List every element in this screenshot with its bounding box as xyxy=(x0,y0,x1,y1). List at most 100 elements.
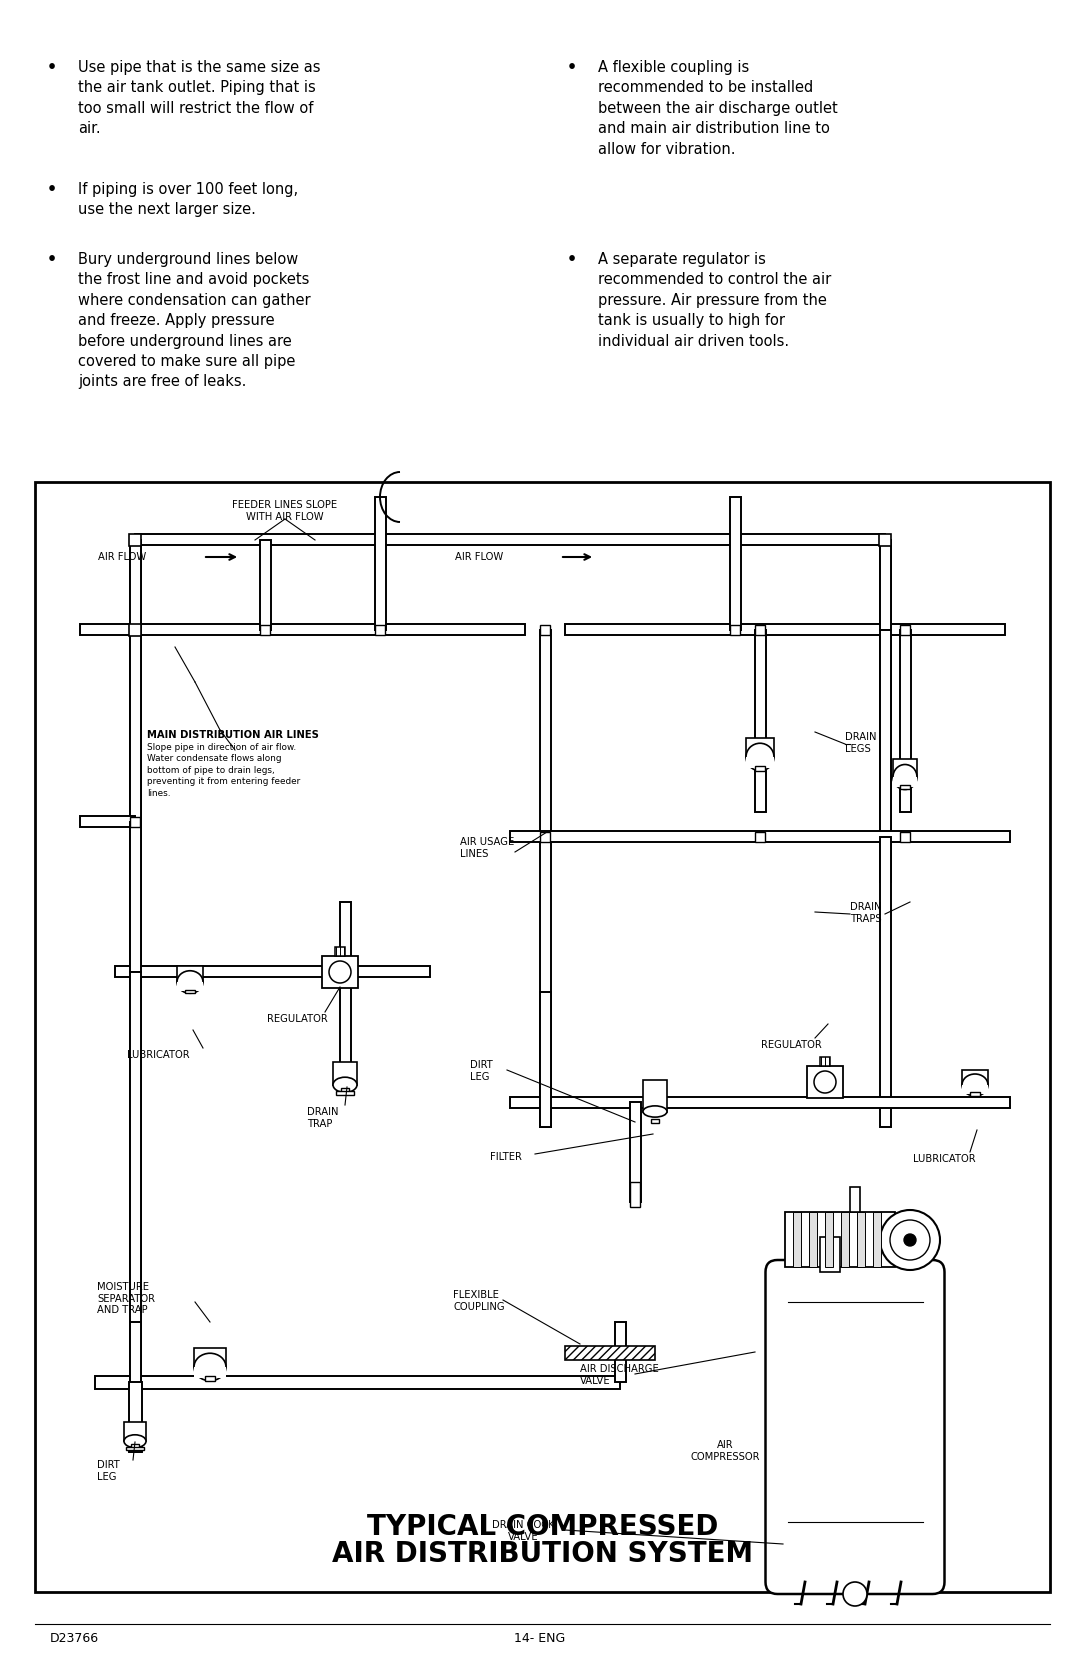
Bar xyxy=(185,990,195,993)
Bar xyxy=(807,1066,843,1098)
Bar xyxy=(879,836,891,1127)
Circle shape xyxy=(890,1220,930,1260)
Text: REGULATOR: REGULATOR xyxy=(761,1040,822,1050)
Text: If piping is over 100 feet long,
use the next larger size.: If piping is over 100 feet long, use the… xyxy=(78,182,298,217)
Text: •: • xyxy=(567,252,577,267)
Text: TYPICAL COMPRESSED: TYPICAL COMPRESSED xyxy=(367,1514,718,1540)
Bar xyxy=(651,1120,659,1123)
Bar xyxy=(893,759,917,778)
Bar xyxy=(375,624,384,634)
Ellipse shape xyxy=(194,1354,226,1380)
Text: •: • xyxy=(46,182,57,197)
Text: AIR DISTRIBUTION SYSTEM: AIR DISTRIBUTION SYSTEM xyxy=(332,1540,753,1567)
Bar xyxy=(130,971,140,1382)
Bar xyxy=(746,758,774,768)
Text: FILTER: FILTER xyxy=(490,1152,522,1162)
Bar xyxy=(820,1237,840,1272)
Bar xyxy=(510,1097,1010,1108)
Text: AIR USAGE
LINES: AIR USAGE LINES xyxy=(460,836,514,858)
Bar xyxy=(873,1212,881,1267)
Bar xyxy=(879,541,891,881)
Bar xyxy=(194,1367,226,1379)
Text: DIRT
LEG: DIRT LEG xyxy=(470,1060,492,1082)
Ellipse shape xyxy=(643,1107,667,1117)
Ellipse shape xyxy=(746,743,774,771)
Bar xyxy=(135,534,885,546)
Circle shape xyxy=(843,1582,867,1606)
Bar xyxy=(194,1349,226,1367)
Ellipse shape xyxy=(177,971,203,993)
Bar xyxy=(336,1092,354,1095)
Text: AIR FLOW: AIR FLOW xyxy=(98,552,146,562)
FancyBboxPatch shape xyxy=(766,1260,945,1594)
Bar xyxy=(793,1212,801,1267)
Bar xyxy=(129,1382,141,1452)
Bar xyxy=(205,1377,215,1380)
Bar xyxy=(643,1080,667,1112)
Bar xyxy=(630,1182,640,1207)
Bar xyxy=(129,624,141,636)
Bar xyxy=(130,629,140,1382)
Bar xyxy=(130,818,140,828)
Bar xyxy=(755,833,765,841)
Bar xyxy=(962,1085,988,1093)
Bar xyxy=(900,629,910,813)
Bar xyxy=(177,966,203,981)
Bar xyxy=(746,738,774,758)
Ellipse shape xyxy=(893,764,917,789)
Bar xyxy=(900,786,910,789)
Bar xyxy=(755,624,765,634)
Bar xyxy=(630,1102,640,1202)
Text: •: • xyxy=(46,60,57,75)
Text: Use pipe that is the same size as
the air tank outlet. Piping that is
too small : Use pipe that is the same size as the ai… xyxy=(78,60,321,137)
Text: FLEXIBLE
COUPLING: FLEXIBLE COUPLING xyxy=(453,1290,504,1312)
Bar xyxy=(341,1088,349,1093)
Bar xyxy=(375,497,386,629)
Text: MAIN DISTRIBUTION AIR LINES: MAIN DISTRIBUTION AIR LINES xyxy=(147,729,319,739)
Text: REGULATOR: REGULATOR xyxy=(267,1015,327,1025)
Bar xyxy=(809,1212,816,1267)
Text: DIRT
LEG: DIRT LEG xyxy=(97,1460,120,1482)
Bar xyxy=(130,823,140,971)
Circle shape xyxy=(880,1210,940,1270)
Bar xyxy=(95,1375,620,1389)
Bar xyxy=(729,497,741,629)
Bar xyxy=(879,541,891,629)
Bar xyxy=(900,624,910,634)
Bar xyxy=(260,624,270,634)
Bar xyxy=(615,1322,625,1382)
Text: DRAIN COCK
VALVE: DRAIN COCK VALVE xyxy=(491,1520,554,1542)
Text: D23766: D23766 xyxy=(50,1632,99,1644)
Bar xyxy=(858,1212,865,1267)
Bar xyxy=(339,901,351,1092)
Bar xyxy=(893,778,917,788)
Bar xyxy=(131,1444,139,1447)
Bar xyxy=(970,1093,980,1097)
Text: Bury underground lines below
the frost line and avoid pockets
where condensation: Bury underground lines below the frost l… xyxy=(78,252,311,389)
Text: AIR
COMPRESSOR: AIR COMPRESSOR xyxy=(690,1440,759,1462)
Text: AIR FLOW: AIR FLOW xyxy=(455,552,503,562)
Ellipse shape xyxy=(962,1073,988,1097)
Circle shape xyxy=(329,961,351,983)
Bar xyxy=(124,1422,146,1442)
Bar xyxy=(540,833,550,841)
Bar xyxy=(879,629,891,841)
Bar xyxy=(540,629,551,1127)
Bar xyxy=(259,541,270,629)
Circle shape xyxy=(814,1071,836,1093)
Bar xyxy=(129,534,141,546)
Text: LUBRICATOR: LUBRICATOR xyxy=(127,1050,190,1060)
Text: •: • xyxy=(46,252,57,267)
Text: A flexible coupling is
recommended to be installed
between the air discharge out: A flexible coupling is recommended to be… xyxy=(598,60,838,157)
Text: DRAIN
TRAPS: DRAIN TRAPS xyxy=(850,901,881,923)
Bar xyxy=(565,1345,654,1360)
Bar xyxy=(879,534,891,546)
Bar xyxy=(540,624,550,634)
Bar xyxy=(510,831,1010,843)
Bar xyxy=(785,1212,895,1267)
Circle shape xyxy=(904,1233,916,1247)
Bar xyxy=(80,624,525,636)
Bar xyxy=(126,1447,144,1450)
Bar xyxy=(565,624,1005,636)
Bar xyxy=(335,946,345,956)
